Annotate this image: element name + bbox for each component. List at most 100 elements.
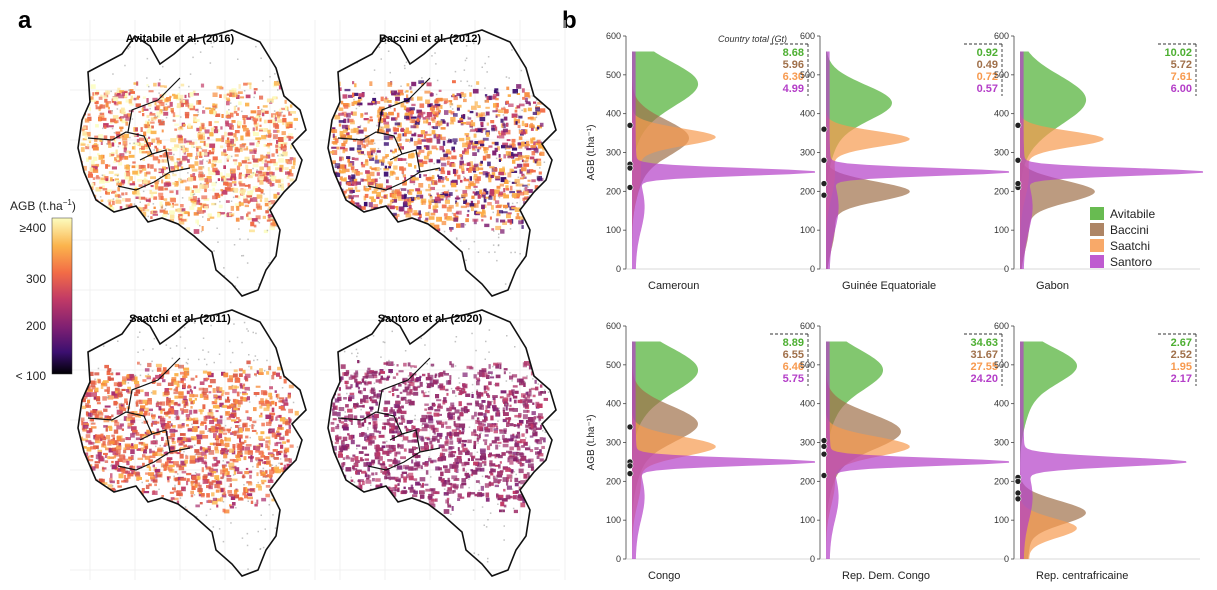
map-pixel (171, 441, 176, 445)
map-pixel (153, 168, 157, 172)
map-pixel (202, 404, 206, 410)
map-pixel (469, 130, 471, 133)
map-pixel (80, 179, 86, 182)
map-pixel (248, 389, 251, 391)
map-pixel (341, 168, 346, 174)
map-pixel (109, 177, 113, 182)
map-pixel (219, 172, 223, 177)
map-pixel (142, 190, 145, 193)
map-pixel (193, 212, 199, 216)
map-pixel (331, 141, 338, 144)
map-pixel (399, 146, 404, 150)
map-pixel (242, 385, 245, 390)
map-pixel (376, 185, 379, 187)
map-pixel (228, 414, 234, 418)
map-pixel (489, 376, 495, 379)
map-pixel (385, 219, 390, 225)
map-pixel (147, 163, 150, 169)
map-pixel (148, 408, 153, 412)
map-pixel (207, 218, 211, 221)
map-pixel (220, 496, 224, 502)
map-pixel (150, 257, 152, 260)
map-pixel (423, 223, 427, 229)
map-pixel (228, 109, 230, 111)
map-pixel (110, 206, 115, 212)
map-pixel (230, 170, 236, 175)
map-pixel (527, 117, 533, 120)
map-pixel (455, 426, 460, 431)
map-pixel (193, 146, 195, 148)
map-pixel (189, 73, 192, 75)
map-pixel (195, 516, 198, 518)
map-pixel (218, 425, 222, 428)
map-pixel (413, 391, 419, 396)
map-pixel (132, 97, 135, 101)
map-pixel (360, 178, 364, 182)
map-pixel (254, 373, 257, 376)
map-pixel (83, 203, 88, 207)
map-pixel (170, 197, 176, 203)
map-pixel (249, 417, 252, 422)
map-pixel (230, 187, 235, 192)
map-pixel (174, 395, 178, 399)
map-pixel (194, 119, 199, 122)
map-pixel (168, 151, 173, 155)
map-pixel (492, 211, 494, 214)
map-pixel (332, 133, 335, 138)
map-pixel (172, 119, 175, 121)
map-pixel (448, 138, 450, 140)
map-pixel (505, 122, 509, 127)
map-pixel (498, 233, 500, 235)
map-pixel (93, 142, 98, 146)
map-pixel (81, 362, 86, 366)
map-pixel (183, 450, 185, 453)
map-pixel (176, 452, 181, 455)
map-pixel (193, 426, 198, 430)
map-pixel (534, 185, 539, 190)
map-pixel (162, 65, 164, 68)
map-pixel (222, 404, 228, 408)
map-pixel (540, 207, 546, 211)
map-pixel (463, 96, 466, 99)
map-pixel (445, 197, 448, 201)
map-pixel (383, 142, 389, 146)
map-pixel (486, 71, 488, 73)
map-pixel (428, 193, 431, 196)
map-pixel (242, 195, 246, 199)
map-pixel (292, 471, 298, 476)
map-pixel (91, 386, 96, 390)
map-pixel (533, 101, 537, 104)
map-pixel (152, 97, 158, 102)
map-pixel (112, 198, 115, 200)
map-pixel (340, 134, 347, 139)
map-pixel (156, 105, 160, 110)
map-pixel (488, 173, 492, 177)
map-pixel (349, 246, 352, 248)
map-pixel (360, 161, 364, 166)
map-pixel (152, 440, 158, 445)
map-pixel (500, 390, 507, 394)
map-pixel (151, 138, 156, 143)
map-pixel (208, 467, 214, 472)
map-pixel (226, 157, 229, 162)
map-pixel (542, 195, 545, 199)
map-pixel (114, 121, 118, 124)
map-pixel (198, 177, 205, 181)
map-pixel (221, 189, 228, 195)
map-pixel (154, 101, 157, 106)
map-pixel (384, 165, 388, 169)
map-pixel (363, 185, 366, 191)
map-pixel (178, 213, 183, 218)
map-pixel (173, 380, 180, 385)
map-pixel (374, 178, 378, 183)
map-pixel (333, 205, 338, 210)
map-pixel (140, 127, 143, 132)
map-pixel (267, 479, 274, 483)
map-pixel (376, 124, 378, 127)
map-pixel (536, 216, 540, 221)
map-pixel (514, 109, 518, 113)
map-pixel (292, 480, 294, 483)
map-pixel (529, 497, 535, 500)
map-pixel (357, 140, 363, 145)
map-pixel (428, 500, 435, 505)
